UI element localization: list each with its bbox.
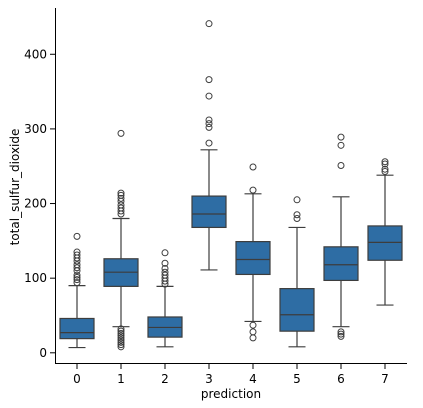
outlier-point — [249, 163, 257, 171]
outlier-point — [381, 165, 389, 173]
box-group — [235, 163, 271, 342]
outlier-point — [381, 158, 389, 166]
outlier-point — [117, 129, 125, 137]
outlier-point — [337, 141, 345, 149]
y-tick-label: 0 — [39, 346, 47, 360]
box-group — [323, 133, 359, 340]
x-tick-label: 1 — [117, 372, 125, 386]
x-tick-label: 7 — [381, 372, 389, 386]
y-tick-label: 400 — [24, 47, 47, 61]
box-iqr — [59, 317, 95, 340]
outlier-point — [117, 343, 125, 351]
outlier-point — [73, 232, 81, 240]
outlier-point — [337, 161, 345, 169]
x-tick-label: 3 — [205, 372, 213, 386]
x-tick-label: 5 — [293, 372, 301, 386]
y-axis-ticks: 0 100 200 300 400 — [24, 47, 55, 360]
outlier-point — [337, 133, 345, 141]
outlier-point — [381, 167, 389, 175]
box-group — [191, 20, 227, 271]
outlier-point — [117, 201, 125, 209]
box-iqr — [279, 288, 315, 332]
outlier-point — [161, 271, 169, 279]
y-tick-label: 100 — [24, 271, 47, 285]
outlier-point — [249, 334, 257, 342]
outlier-point — [117, 194, 125, 202]
outlier-point — [249, 321, 257, 329]
outlier-point — [73, 261, 81, 269]
x-tick-label: 4 — [249, 372, 257, 386]
outlier-point — [205, 139, 213, 147]
outlier-point — [249, 328, 257, 336]
outlier-point — [381, 160, 389, 168]
outlier-point — [73, 279, 81, 287]
outlier-point — [117, 336, 125, 344]
outlier-point — [161, 259, 169, 267]
outlier-point — [205, 123, 213, 131]
outlier-point — [337, 328, 345, 336]
outlier-point — [161, 268, 169, 276]
outlier-point — [293, 196, 301, 204]
outlier-point — [117, 204, 125, 212]
box-group — [279, 196, 315, 348]
y-axis-title: total_sulfur_dioxide — [8, 129, 22, 246]
outlier-point — [73, 248, 81, 256]
box-iqr — [323, 246, 359, 282]
outlier-point — [161, 264, 169, 272]
outlier-point — [73, 271, 81, 279]
x-axis-ticks: 0 1 2 3 4 5 6 7 — [73, 364, 389, 386]
outlier-point — [73, 251, 81, 259]
box-iqr — [235, 241, 271, 276]
x-tick-label: 2 — [161, 372, 169, 386]
x-tick-label: 0 — [73, 372, 81, 386]
outlier-point — [73, 276, 81, 284]
outlier-point — [117, 334, 125, 342]
box-iqr — [367, 225, 403, 261]
y-tick-label: 200 — [24, 197, 47, 211]
outlier-point — [117, 338, 125, 346]
outlier-point — [73, 264, 81, 272]
box-group — [367, 158, 403, 306]
outlier-point — [337, 330, 345, 338]
outlier-point — [73, 273, 81, 281]
outlier-point — [205, 76, 213, 84]
x-axis-title: prediction — [201, 387, 261, 401]
box-group — [59, 232, 95, 349]
outlier-point — [117, 341, 125, 349]
box-group — [147, 249, 183, 348]
outlier-point — [205, 20, 213, 28]
outlier-point — [117, 325, 125, 333]
outlier-point — [293, 211, 301, 219]
y-tick-label: 300 — [24, 122, 47, 136]
outlier-point — [117, 327, 125, 335]
box-group — [103, 129, 139, 351]
outlier-point — [293, 214, 301, 222]
outlier-point — [117, 189, 125, 197]
plot-area — [59, 20, 403, 351]
box-iqr — [191, 195, 227, 229]
outlier-point — [337, 332, 345, 340]
outlier-point — [161, 249, 169, 257]
outlier-point — [205, 92, 213, 100]
outlier-point — [117, 332, 125, 340]
x-tick-label: 6 — [337, 372, 345, 386]
outlier-point — [117, 191, 125, 199]
outlier-point — [117, 329, 125, 337]
outlier-point — [249, 186, 257, 194]
outlier-point — [205, 120, 213, 128]
outlier-point — [205, 116, 213, 124]
